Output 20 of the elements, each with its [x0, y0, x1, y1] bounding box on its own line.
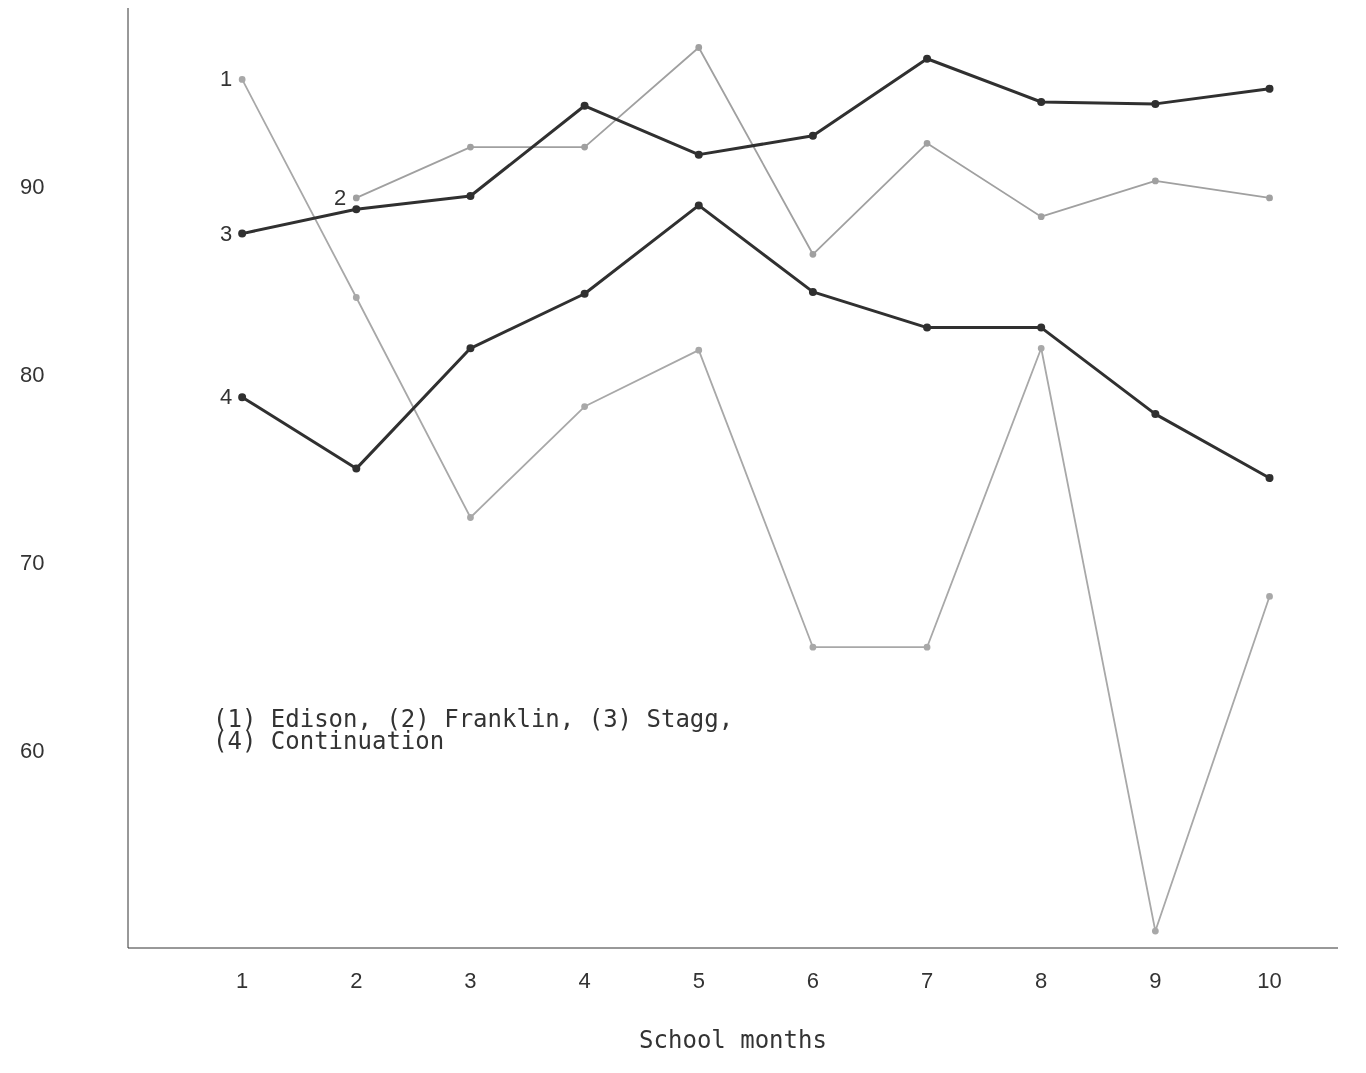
- annotation: (1) Edison, (2) Franklin, (3) Stagg, (4) Continuation: [213, 705, 735, 755]
- y-tick-label: 70: [20, 550, 45, 576]
- x-tick-label: 10: [1257, 967, 1282, 993]
- x-tick-label: 4: [578, 967, 591, 993]
- x-tick-label: 1: [236, 967, 249, 993]
- x-tick-label: 8: [1035, 967, 1048, 993]
- y-tick-label: 90: [20, 174, 45, 200]
- series-label: 2: [334, 184, 347, 210]
- series-label: 3: [219, 220, 233, 246]
- y-tick-label: 80: [20, 362, 45, 388]
- x-tick-label: 3: [464, 967, 477, 993]
- x-tick-label: 5: [692, 967, 705, 993]
- series-label: 1: [219, 66, 233, 92]
- x-tick-label: 6: [806, 967, 820, 993]
- x-tick-label: 2: [350, 967, 363, 993]
- x-tick-label: 7: [920, 967, 934, 993]
- y-tick-label: 60: [20, 738, 45, 764]
- x-tick-label: 9: [1149, 967, 1162, 993]
- x-axis-title: School months: [639, 1026, 827, 1054]
- series-label: 4: [219, 384, 233, 410]
